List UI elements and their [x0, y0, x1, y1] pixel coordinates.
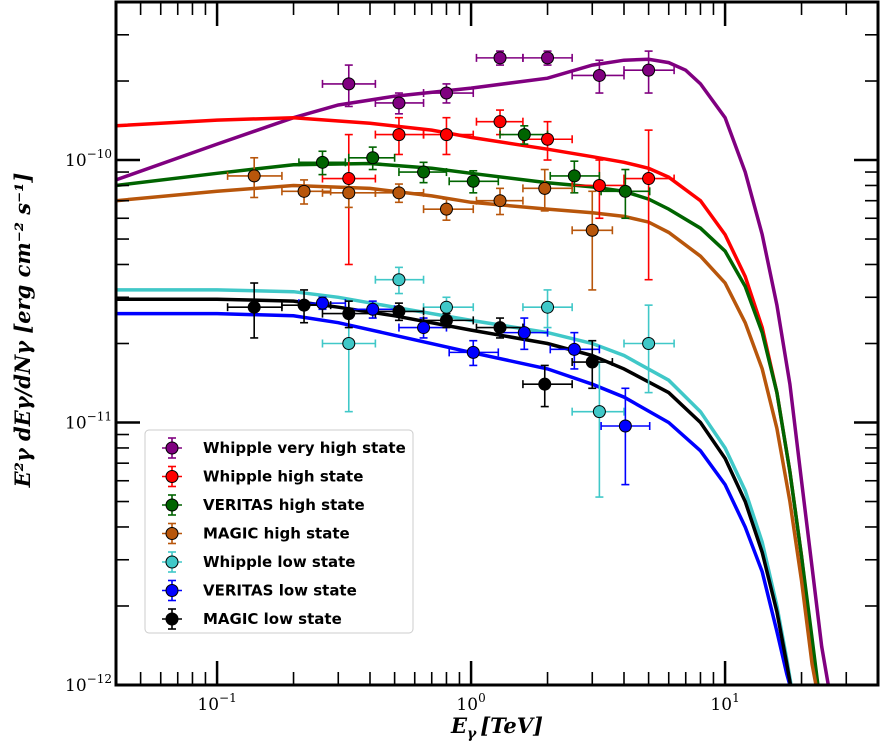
data-point: [439, 300, 453, 314]
error-bar: [600, 387, 651, 486]
legend-box: [144, 429, 414, 634]
data-point: [392, 96, 406, 110]
data-point: [342, 77, 356, 91]
data-point: [342, 186, 356, 200]
data-point: [392, 304, 406, 318]
data-point: [493, 321, 507, 335]
legend-marker: [165, 612, 179, 626]
legend-label: Whipple low state: [203, 553, 355, 571]
legend-entry: Whipple very high state: [162, 437, 406, 459]
data-point: [342, 337, 356, 350]
y-tick-label: 10−10: [65, 147, 112, 171]
legend-label: Whipple very high state: [203, 439, 406, 457]
plot-frame: [114, 0, 880, 687]
error-bar: [571, 361, 625, 498]
data-point: [417, 165, 431, 179]
data-point: [392, 273, 406, 287]
model-curve-4: [116, 288, 793, 686]
data-point: [585, 355, 599, 369]
legend-marker: [165, 584, 179, 597]
data-point: [247, 300, 261, 314]
legend-label: VERITAS low state: [203, 582, 357, 600]
data-point: [439, 202, 453, 216]
data-point: [585, 223, 599, 237]
data-point: [541, 51, 555, 65]
data-point: [618, 419, 632, 433]
data-point: [592, 405, 606, 419]
data-point: [297, 298, 311, 312]
error-bar: [623, 129, 675, 281]
data-point: [642, 63, 656, 77]
data-point: [592, 68, 606, 82]
data-point: [517, 326, 531, 340]
data-point: [618, 184, 632, 198]
legend: Whipple very high state Whipple high stat…: [144, 429, 414, 634]
model-curve-5: [116, 311, 792, 686]
y-axis-label: E²γ dEγ/dNγ [erg cm⁻² s⁻¹]: [10, 173, 35, 489]
data-point: [567, 342, 581, 356]
legend-entry: Whipple high state: [162, 465, 363, 488]
data-point: [541, 300, 555, 314]
data-point: [642, 337, 656, 350]
error-bar: [571, 190, 614, 291]
legend-marker: [165, 470, 179, 483]
legend-label: MAGIC high state: [203, 525, 350, 543]
data-markers: [247, 51, 656, 433]
legend-entry: VERITAS high state: [162, 494, 365, 516]
data-point: [642, 172, 656, 186]
data-point: [439, 128, 453, 142]
axis-ticks: [115, 1, 879, 687]
legend-label: Whipple high state: [203, 468, 363, 486]
legend-marker: [165, 527, 179, 540]
model-curve-2: [115, 161, 820, 686]
legend-label: MAGIC low state: [203, 610, 342, 628]
data-point: [315, 155, 329, 169]
data-point: [247, 169, 261, 183]
data-point: [493, 194, 507, 208]
legend-entry: MAGIC high state: [162, 522, 350, 545]
data-point: [417, 321, 431, 335]
data-point: [366, 151, 380, 165]
model-curve-3: [115, 183, 818, 686]
data-point: [567, 169, 581, 183]
legend-entry: MAGIC low state: [162, 608, 342, 630]
y-tick-label: 10−11: [65, 410, 112, 434]
model-curve-0: [115, 57, 831, 686]
data-point: [342, 172, 356, 186]
data-point: [541, 132, 555, 146]
data-point: [592, 178, 606, 192]
legend-marker: [165, 441, 179, 455]
legend-marker: [165, 498, 179, 512]
data-point: [439, 86, 453, 100]
x-tick-label: 101: [710, 691, 739, 715]
data-point: [392, 186, 406, 200]
x-tick-label: 100: [456, 691, 485, 715]
data-point: [466, 345, 480, 359]
data-point: [538, 377, 552, 391]
data-point: [297, 184, 311, 198]
x-axis-label: Eγ [TeV]: [450, 713, 543, 742]
tick-labels: 10−1 100 101 10−12 10−11 10−10: [65, 147, 740, 715]
data-point: [315, 296, 329, 310]
legend-entry: Whipple low state: [162, 551, 355, 573]
y-tick-label: 10−12: [65, 672, 112, 696]
legend-marker: [165, 555, 179, 569]
data-point: [493, 51, 507, 65]
data-point: [466, 174, 480, 188]
data-point: [439, 313, 453, 327]
data-point: [493, 115, 507, 129]
data-point: [366, 302, 380, 316]
legend-label: VERITAS high state: [203, 496, 365, 514]
data-point: [392, 128, 406, 142]
legend-entry: VERITAS low state: [162, 579, 357, 602]
data-point: [342, 307, 356, 321]
data-point: [538, 181, 552, 195]
x-tick-label: 10−1: [197, 691, 236, 715]
data-point: [517, 128, 531, 142]
